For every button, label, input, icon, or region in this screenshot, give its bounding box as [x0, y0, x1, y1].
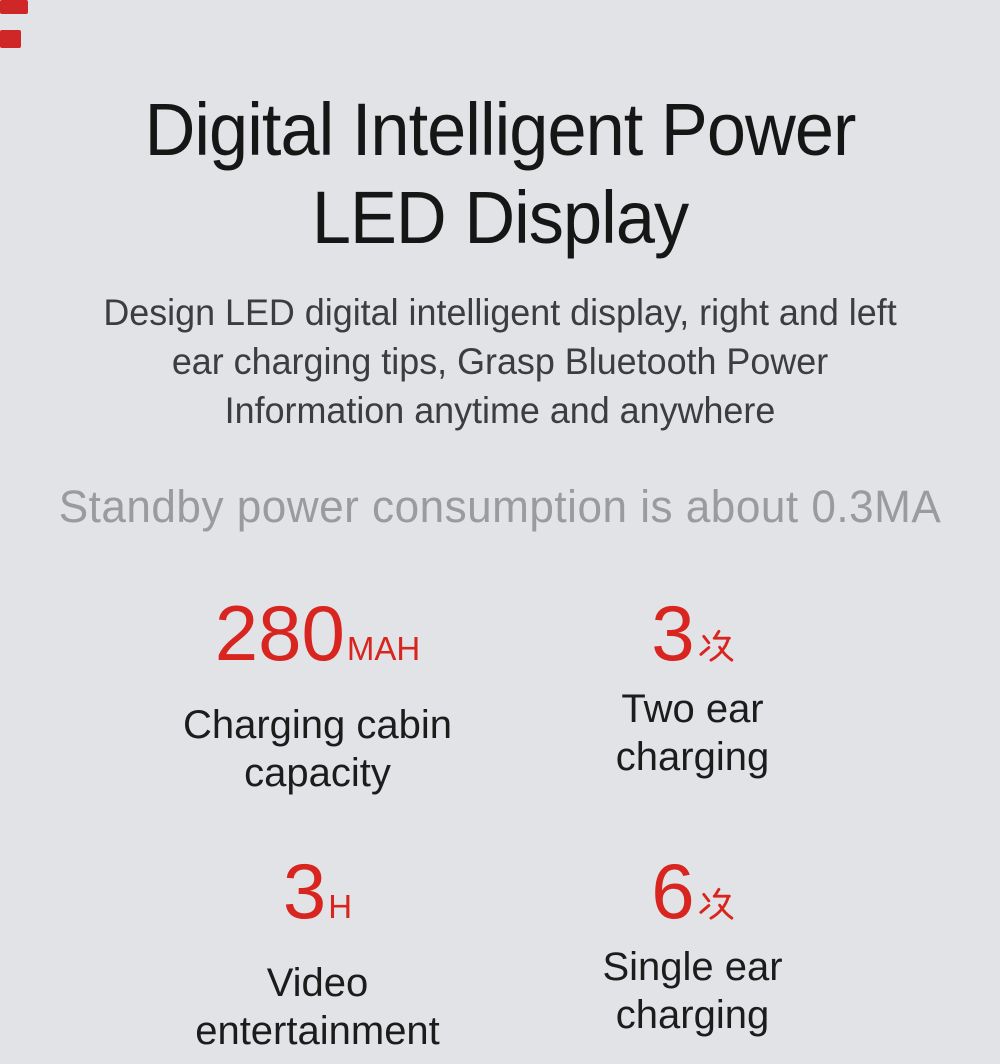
stat-label: Charging cabin capacity	[182, 703, 453, 795]
stat-value: 3H	[130, 851, 505, 947]
corner-decoration-bottom	[0, 30, 21, 48]
description-line: Design LED digital intelligent display, …	[103, 292, 897, 333]
stat-number: 6	[651, 847, 695, 935]
stat-label: Two ear charging	[615, 687, 770, 779]
corner-decoration-top	[0, 0, 28, 14]
page-title: Digital Intelligent Power LED Display	[25, 0, 975, 262]
stat-unit-hours: H	[328, 888, 353, 925]
stat-label: Single ear charging	[602, 945, 783, 1037]
stat-two-ear-charging: 3 Two ear charging	[505, 593, 880, 797]
cjk-times-unit-icon	[699, 629, 733, 662]
stat-value: 6	[505, 851, 880, 931]
stat-label: Video entertainment	[195, 961, 440, 1053]
stat-unit-mah: MAH	[346, 630, 421, 667]
description-line: Information anytime and anywhere	[224, 390, 776, 431]
stats-grid: 280MAH Charging cabin capacity 3 Two ear…	[130, 593, 880, 1055]
page-title-line-2: LED Display	[311, 176, 689, 259]
cjk-times-unit-icon	[699, 887, 733, 920]
stat-value: 3	[505, 593, 880, 673]
stat-number: 280	[214, 589, 345, 677]
stat-number: 3	[651, 589, 695, 677]
page-title-line-1: Digital Intelligent Power	[144, 88, 857, 171]
stat-video-entertainment: 3H Video entertainment	[130, 851, 505, 1055]
description-line: ear charging tips, Grasp Bluetooth Power	[171, 341, 829, 382]
standby-note: Standby power consumption is about 0.3MA	[58, 481, 942, 532]
stat-charging-cabin-capacity: 280MAH Charging cabin capacity	[130, 593, 505, 797]
stat-single-ear-charging: 6 Single ear charging	[505, 851, 880, 1055]
stat-number: 3	[282, 847, 327, 935]
stat-value: 280MAH	[130, 593, 505, 689]
feature-description: Design LED digital intelligent display, …	[15, 288, 985, 435]
